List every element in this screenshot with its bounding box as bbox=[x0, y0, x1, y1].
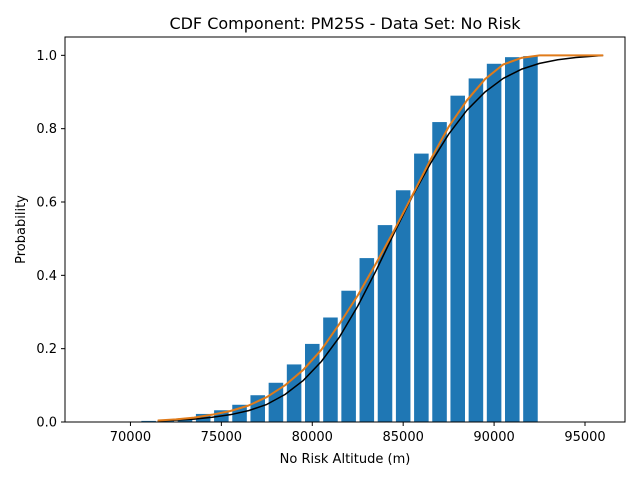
bar bbox=[450, 95, 465, 423]
lines-layer bbox=[157, 54, 604, 422]
y-axis-label: Probability bbox=[14, 195, 29, 264]
y-tick-label: 0.2 bbox=[36, 342, 57, 357]
fit-curve-line bbox=[157, 54, 604, 422]
x-tick-label: 70000 bbox=[110, 430, 151, 445]
y-tick-label: 1.0 bbox=[36, 49, 57, 64]
y-tick-label: 0.6 bbox=[36, 196, 57, 211]
plot-frame bbox=[64, 36, 626, 423]
chart-title: CDF Component: PM25S - Data Set: No Risk bbox=[169, 14, 521, 33]
x-axis-ticks: 70000 75000 80000 85000 90000 95000 bbox=[110, 422, 606, 445]
x-tick-label: 75000 bbox=[201, 430, 242, 445]
bar bbox=[432, 122, 447, 422]
bar bbox=[414, 153, 429, 422]
bar bbox=[377, 225, 393, 422]
y-tick-label: 0.8 bbox=[36, 122, 57, 137]
bar bbox=[468, 78, 484, 423]
y-axis-ticks: 0.0 0.2 0.4 0.6 0.8 1.0 bbox=[36, 49, 65, 431]
bar bbox=[395, 190, 411, 422]
x-axis-label: No Risk Altitude (m) bbox=[280, 452, 411, 467]
y-tick-label: 0.4 bbox=[36, 269, 57, 284]
bar bbox=[341, 290, 356, 422]
bar bbox=[286, 364, 302, 422]
bar bbox=[505, 57, 520, 423]
x-tick-label: 90000 bbox=[473, 430, 514, 445]
bar bbox=[359, 258, 375, 422]
bar bbox=[141, 420, 156, 422]
x-tick-label: 95000 bbox=[564, 430, 605, 445]
x-tick-label: 85000 bbox=[383, 430, 424, 445]
y-tick-label: 0.0 bbox=[36, 416, 57, 431]
bar bbox=[523, 56, 538, 422]
bar bbox=[323, 317, 338, 422]
x-tick-label: 80000 bbox=[292, 430, 333, 445]
empirical-curve-line bbox=[157, 54, 604, 422]
bar bbox=[486, 63, 502, 423]
